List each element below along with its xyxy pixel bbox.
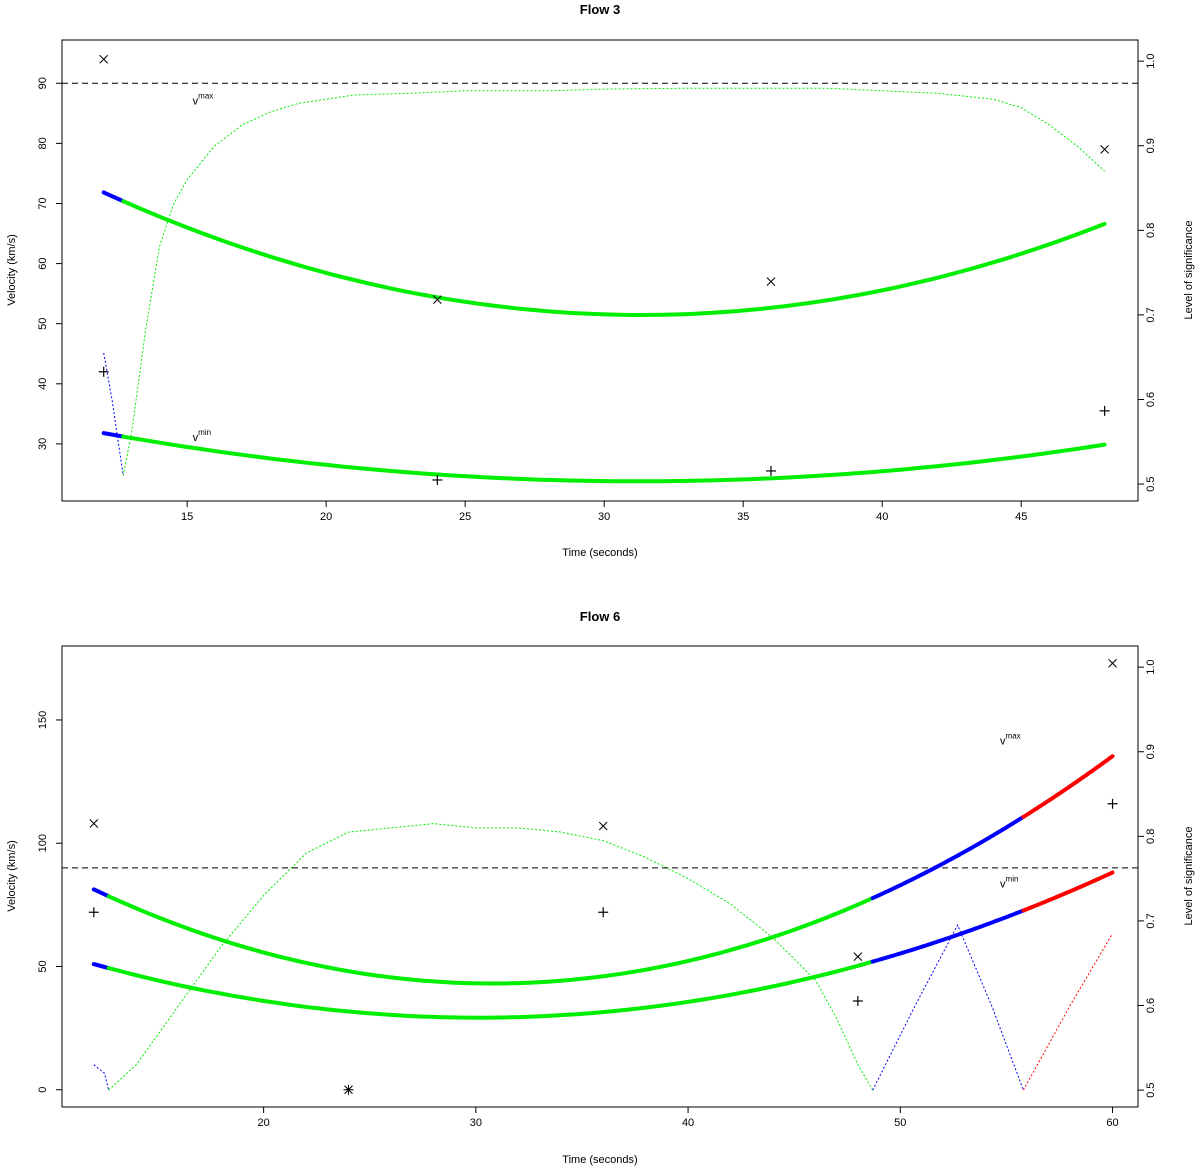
point-x-marker [1108,658,1117,668]
chart-title: Flow 3 [580,2,620,17]
y-tick-label: 100 [37,834,49,852]
y-tick-label: 80 [37,137,49,149]
x-tick-label: 45 [1015,511,1027,523]
y-axis-label: Velocity (km/s) [6,234,18,306]
y2-tick-label: 1.0 [1145,659,1157,674]
point-x-marker [432,295,442,305]
x-tick-label: 25 [459,511,471,523]
plot-frame [61,39,1139,502]
x-tick-label: 50 [894,1117,906,1129]
significance-line [93,1064,110,1091]
y-tick-label: 50 [37,318,49,330]
point-plus-marker [765,465,776,476]
y2-tick-label: 0.8 [1145,829,1157,844]
vmin-curve [121,434,1107,484]
x-tick-label: 40 [876,511,888,523]
vmax-curve [106,894,875,986]
point-x-marker [853,952,863,961]
y2-tick-label: 1.0 [1145,53,1157,68]
curve-annotation-min: vmin [193,428,211,444]
flow-3-panel: Flow 3 Time (seconds) Velocity (km/s) Le… [6,2,1195,559]
x-tick-label: 30 [598,511,610,523]
y2-axis-label: Level of significance [1183,826,1195,925]
x-tick-label: 15 [181,511,193,523]
y-axis-label: Velocity (km/s) [6,840,18,912]
y2-tick-label: 0.5 [1145,476,1157,491]
x-tick-label: 20 [320,511,332,523]
x-tick-label: 60 [1106,1117,1118,1129]
y2-tick-label: 0.9 [1145,138,1157,153]
point-star-marker [343,1084,354,1095]
chart-title: Flow 6 [580,609,620,624]
y-tick-label: 0 [37,1087,49,1093]
y2-tick-label: 0.7 [1145,913,1157,928]
plot-frame [61,645,1139,1108]
y-tick-label: 90 [37,77,49,89]
vmax-curve [91,887,111,899]
vmin-curve [106,959,875,1020]
point-plus-marker [88,907,99,918]
y-tick-label: 40 [37,378,49,390]
curve-annotation-max: vmax [1000,732,1021,748]
x-tick-label: 40 [682,1117,694,1129]
y-tick-label: 150 [37,711,49,729]
vmax-curve [1021,754,1115,819]
y-tick-label: 60 [37,257,49,269]
vmin-curve [870,908,1026,964]
point-plus-marker [98,366,109,377]
y-tick-label: 70 [37,197,49,209]
point-plus-marker [598,907,609,918]
vmin-curve [1021,870,1115,913]
vmax-curve [121,199,1107,318]
point-plus-marker [852,995,863,1006]
curve-annotation-max: vmax [193,91,214,107]
y2-tick-label: 0.6 [1145,392,1157,407]
point-x-marker [766,277,776,286]
point-plus-marker [1099,405,1110,416]
vmin-curve [91,962,111,971]
y2-tick-label: 0.7 [1145,307,1157,322]
significance-line [122,87,1105,476]
y-tick-label: 30 [37,438,49,450]
point-x-marker [89,819,99,828]
significance-line [872,923,1024,1091]
y-tick-label: 50 [37,960,49,972]
point-x-marker [598,821,608,831]
vmin-curve [101,431,126,439]
curve-annotation-min: vmin [1000,875,1018,891]
flow-6-panel: Flow 6 Time (seconds) Velocity (km/s) Le… [6,609,1195,1166]
point-plus-marker [1107,798,1118,809]
point-x-marker [99,54,109,64]
y2-tick-label: 0.5 [1145,1082,1157,1097]
vmax-curve [870,814,1026,901]
vmax-curve [101,190,126,204]
x-tick-label: 30 [470,1117,482,1129]
significance-line [108,823,874,1091]
x-tick-label: 20 [257,1117,269,1129]
x-axis-label: Time (seconds) [562,547,637,559]
point-x-marker [1100,145,1109,154]
significance-line [1022,933,1113,1091]
y2-axis-label: Level of significance [1183,220,1195,319]
x-axis-label: Time (seconds) [562,1154,637,1166]
y2-tick-label: 0.8 [1145,223,1157,238]
y2-tick-label: 0.9 [1145,744,1157,759]
point-plus-marker [432,474,443,485]
y2-tick-label: 0.6 [1145,998,1157,1013]
x-tick-label: 35 [737,511,749,523]
